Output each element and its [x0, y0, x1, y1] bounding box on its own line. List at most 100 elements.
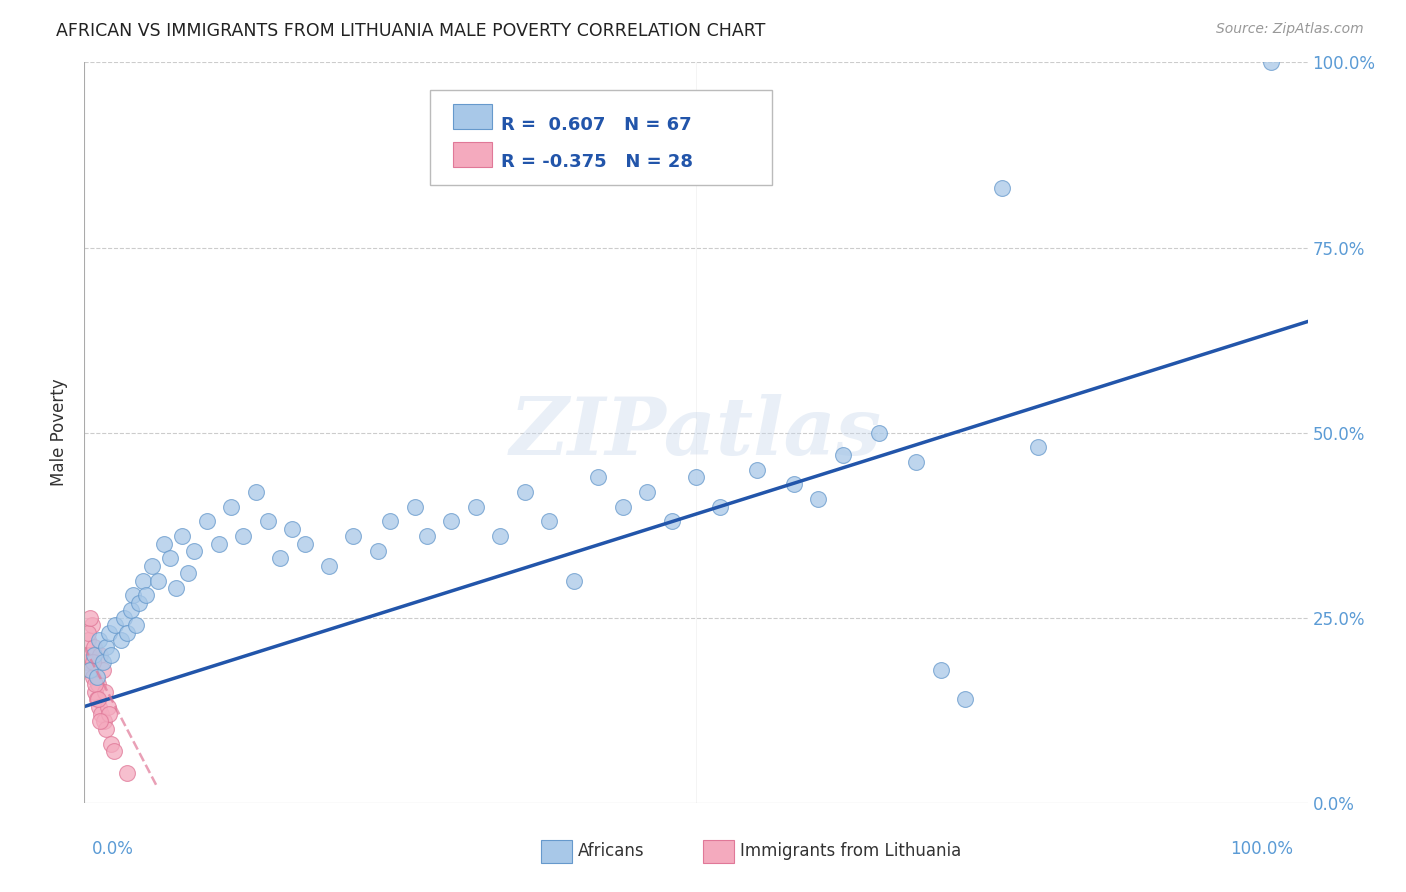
- Point: [87, 677, 110, 691]
- Point: [132, 574, 155, 588]
- Point: [115, 766, 138, 780]
- Point: [953, 692, 976, 706]
- Point: [83, 648, 105, 662]
- Point: [1028, 441, 1050, 455]
- Point: [1260, 55, 1282, 70]
- Point: [112, 610, 135, 624]
- Point: [440, 515, 463, 529]
- Point: [104, 618, 127, 632]
- Point: [685, 470, 707, 484]
- Point: [94, 685, 117, 699]
- Point: [146, 574, 169, 588]
- Point: [257, 515, 280, 529]
- Point: [141, 558, 163, 573]
- Point: [831, 448, 853, 462]
- Point: [905, 455, 928, 469]
- Point: [269, 551, 291, 566]
- Point: [232, 529, 254, 543]
- Point: [245, 484, 267, 499]
- Point: [367, 544, 389, 558]
- Point: [538, 515, 561, 529]
- Point: [125, 618, 148, 632]
- Point: [97, 706, 120, 721]
- Point: [172, 529, 194, 543]
- Point: [87, 632, 110, 647]
- Point: [195, 515, 218, 529]
- Point: [110, 632, 132, 647]
- Point: [747, 462, 769, 476]
- Point: [709, 500, 731, 514]
- Text: Africans: Africans: [578, 842, 644, 860]
- Point: [929, 663, 952, 677]
- Point: [91, 655, 114, 669]
- Point: [80, 618, 103, 632]
- Point: [115, 625, 138, 640]
- Point: [991, 181, 1014, 195]
- Point: [489, 529, 512, 543]
- Text: R =  0.607   N = 67: R = 0.607 N = 67: [501, 116, 692, 134]
- Point: [562, 574, 585, 588]
- Point: [612, 500, 634, 514]
- Point: [783, 477, 806, 491]
- Point: [93, 714, 115, 729]
- Point: [86, 670, 108, 684]
- Text: Source: ZipAtlas.com: Source: ZipAtlas.com: [1216, 22, 1364, 37]
- Point: [103, 744, 125, 758]
- Point: [96, 640, 118, 655]
- Text: R = -0.375   N = 28: R = -0.375 N = 28: [501, 153, 693, 171]
- Point: [294, 536, 316, 550]
- Point: [120, 603, 142, 617]
- Text: Immigrants from Lithuania: Immigrants from Lithuania: [740, 842, 960, 860]
- Point: [79, 663, 101, 677]
- Point: [342, 529, 364, 543]
- Point: [281, 522, 304, 536]
- Point: [84, 685, 107, 699]
- Point: [90, 706, 112, 721]
- Y-axis label: Male Poverty: Male Poverty: [51, 379, 69, 486]
- Point: [76, 655, 98, 669]
- Point: [87, 692, 110, 706]
- Point: [404, 500, 426, 514]
- Point: [208, 536, 231, 550]
- Point: [807, 492, 830, 507]
- Point: [869, 425, 891, 440]
- Point: [82, 670, 104, 684]
- Point: [128, 596, 150, 610]
- Text: 0.0%: 0.0%: [91, 840, 134, 858]
- Point: [84, 677, 107, 691]
- Point: [318, 558, 340, 573]
- Point: [97, 625, 120, 640]
- Point: [513, 484, 536, 499]
- Point: [77, 648, 100, 662]
- Point: [219, 500, 242, 514]
- Text: 100.0%: 100.0%: [1230, 840, 1294, 858]
- Point: [661, 515, 683, 529]
- Point: [97, 699, 120, 714]
- Text: ZIPatlas: ZIPatlas: [510, 394, 882, 471]
- Point: [79, 663, 101, 677]
- Point: [89, 648, 111, 662]
- Point: [416, 529, 439, 543]
- Point: [159, 551, 181, 566]
- Point: [89, 714, 111, 729]
- Point: [464, 500, 486, 514]
- Point: [380, 515, 402, 529]
- Point: [86, 692, 108, 706]
- Point: [82, 655, 104, 669]
- Point: [91, 663, 114, 677]
- Point: [79, 610, 101, 624]
- Point: [586, 470, 609, 484]
- Point: [135, 589, 157, 603]
- Point: [122, 589, 145, 603]
- Point: [83, 640, 105, 655]
- Point: [165, 581, 187, 595]
- Point: [177, 566, 200, 581]
- Point: [153, 536, 176, 550]
- Point: [96, 722, 118, 736]
- Point: [100, 737, 122, 751]
- Point: [77, 625, 100, 640]
- Point: [77, 632, 100, 647]
- Point: [183, 544, 205, 558]
- Text: AFRICAN VS IMMIGRANTS FROM LITHUANIA MALE POVERTY CORRELATION CHART: AFRICAN VS IMMIGRANTS FROM LITHUANIA MAL…: [56, 22, 766, 40]
- Point: [636, 484, 658, 499]
